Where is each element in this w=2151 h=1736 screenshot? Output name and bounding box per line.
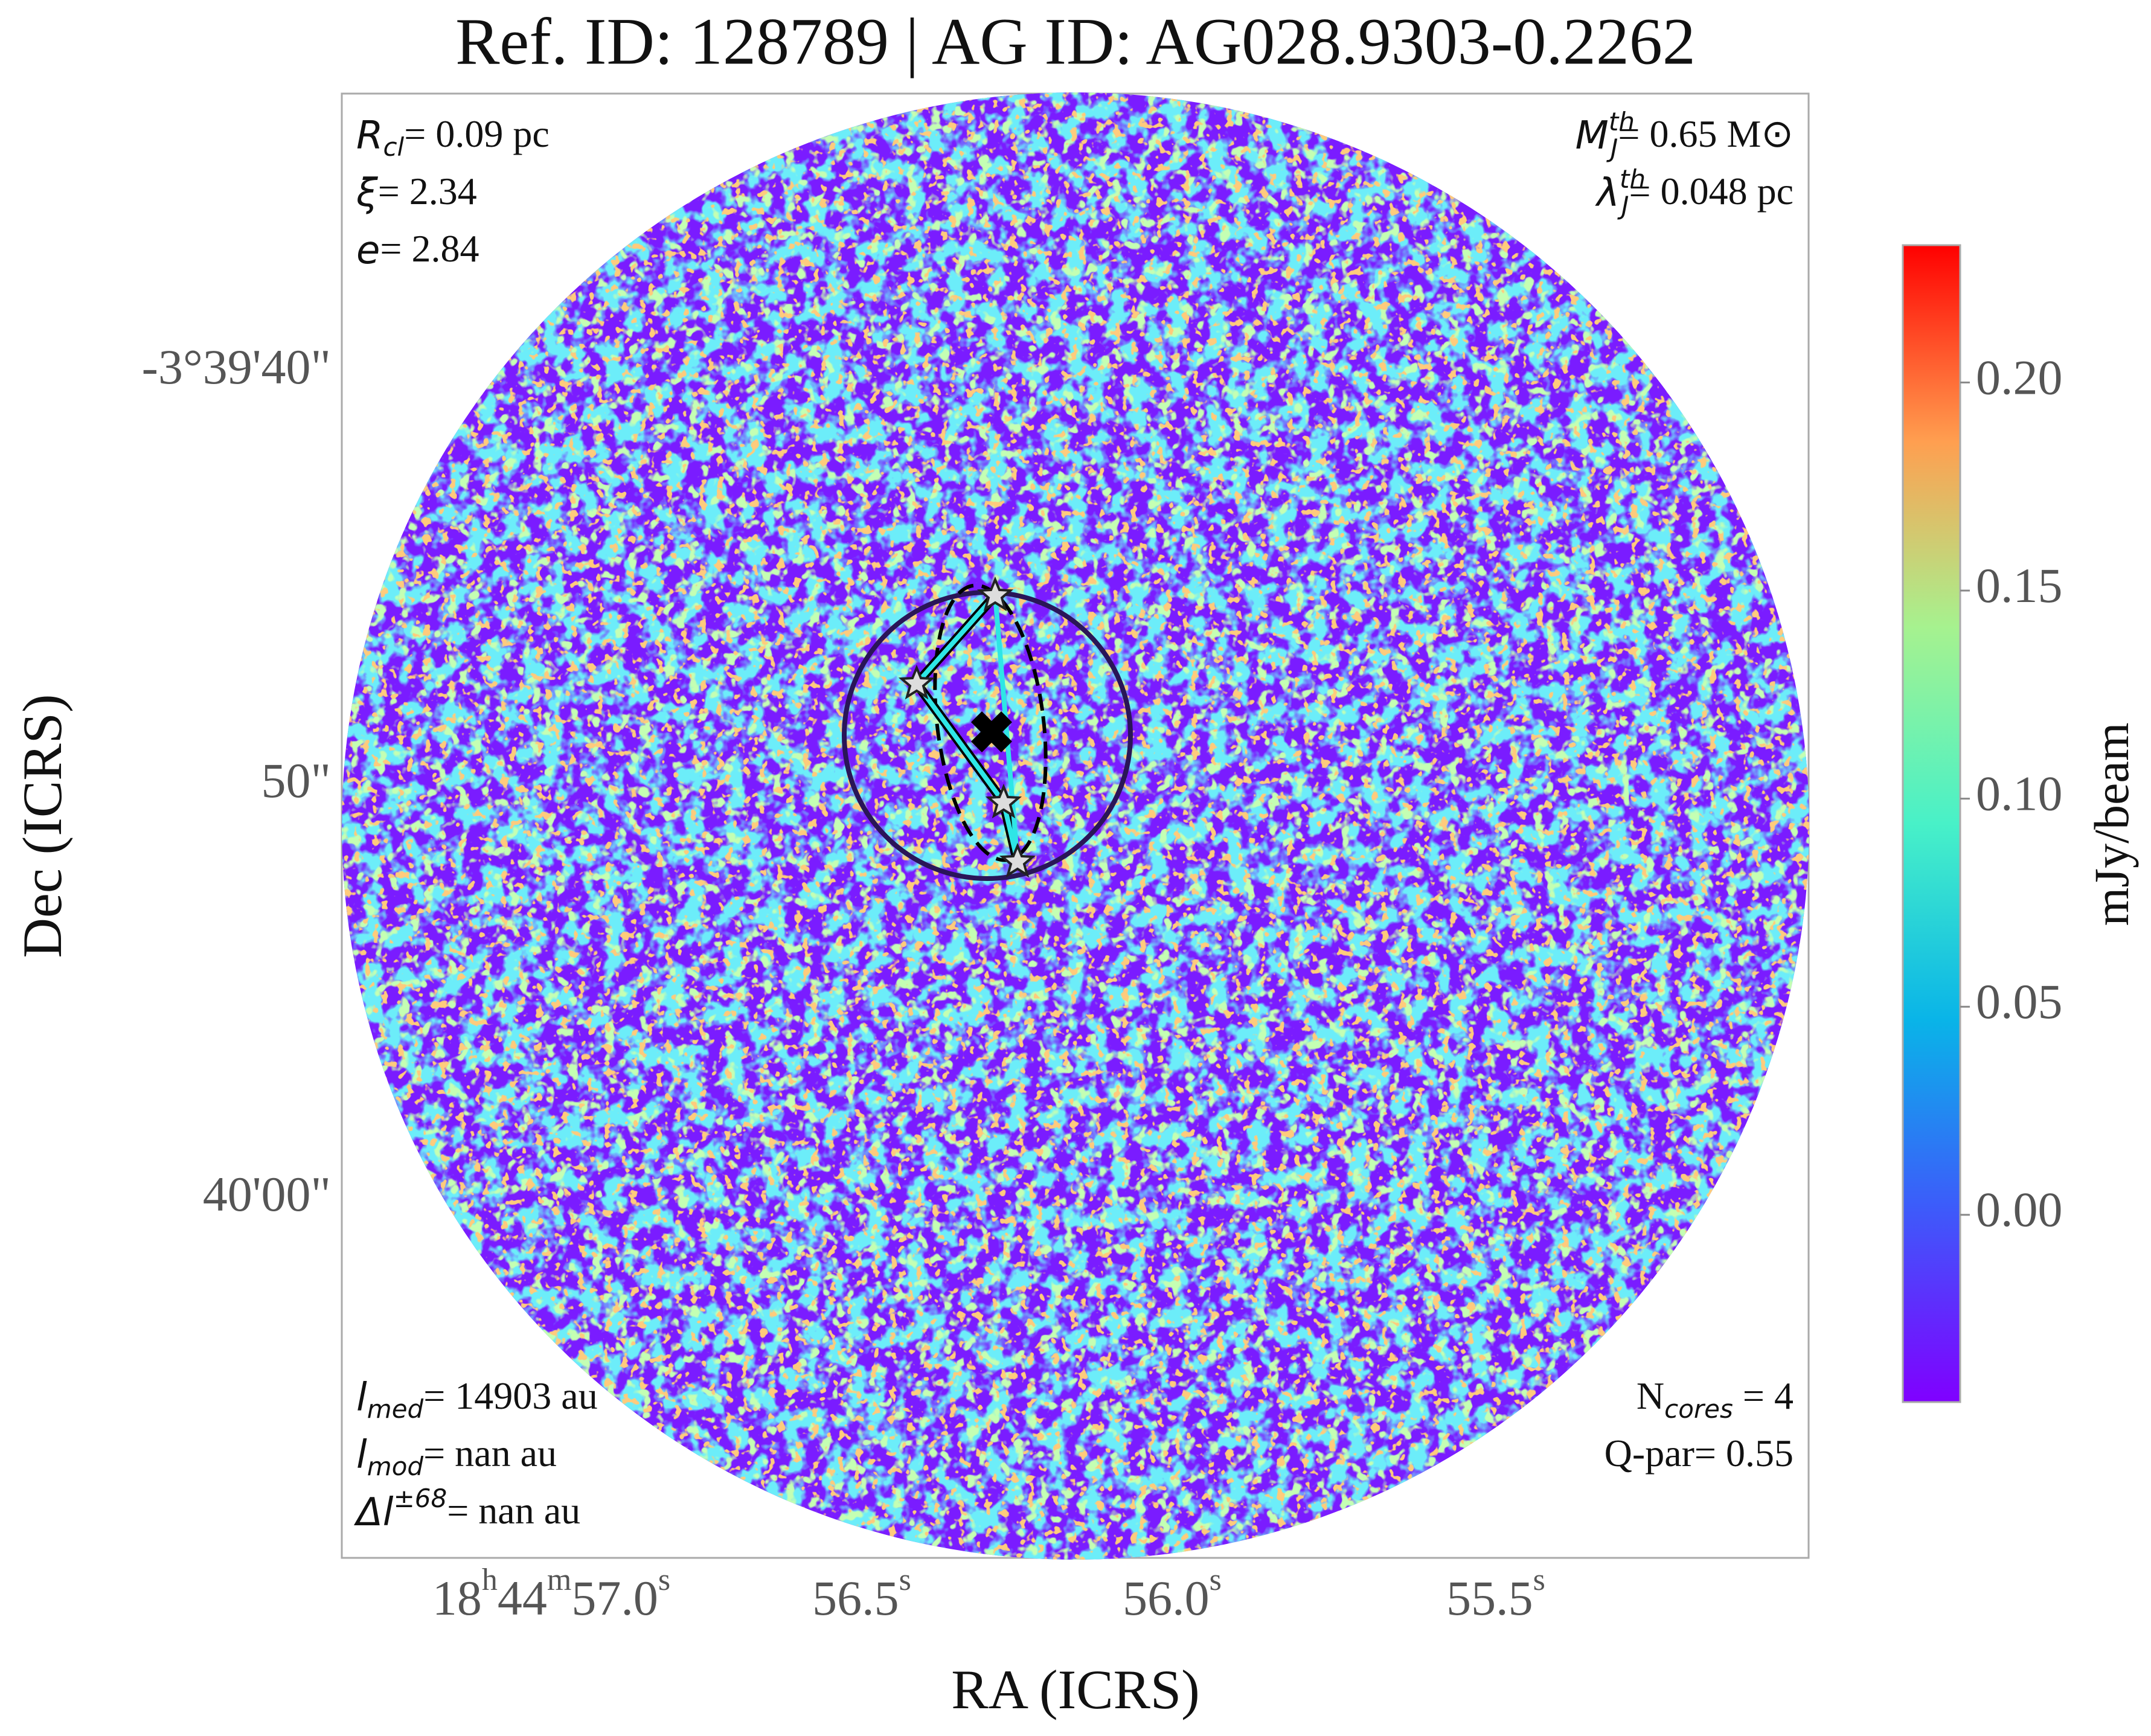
annotation: Q-par= 0.55 <box>1604 1432 1794 1475</box>
x-tick-unit: s <box>658 1563 670 1597</box>
annotation-sub: cores <box>1664 1394 1733 1424</box>
annotation-sup: th <box>1620 164 1646 194</box>
core-star <box>898 664 935 700</box>
colorbar-label: mJy/beam <box>2084 722 2139 926</box>
annotation-symbol: M <box>1576 114 1609 158</box>
annotation: lmed= 14903 au <box>356 1374 598 1424</box>
annotation-text: = nan au <box>423 1432 557 1475</box>
x-tick-label: 56.5s <box>812 1563 911 1625</box>
y-tick-label: 50" <box>261 753 331 808</box>
core-star <box>985 783 1022 819</box>
annotation-sub: mod <box>367 1452 424 1481</box>
annotation-text: = 0.55 <box>1694 1432 1794 1475</box>
x-tick-label: 56.0s <box>1123 1563 1222 1625</box>
x-tick-unit: s <box>1210 1563 1222 1597</box>
colorbar-tick-label: 0.20 <box>1976 350 2063 405</box>
annotation-symbol: e <box>356 228 380 273</box>
colorbar-tick-label: 0.10 <box>1976 766 2063 821</box>
annotation-text: = 2.84 <box>380 227 479 270</box>
x-tick-number: 56.5 <box>812 1571 899 1625</box>
x-tick-label: 18h44m57.0s <box>432 1563 670 1625</box>
annotation-symbol: λ <box>1595 171 1620 216</box>
x-tick-number: 55.5 <box>1446 1571 1533 1625</box>
colorbar-tick-label: 0.05 <box>1976 974 2063 1029</box>
intensity-map <box>342 92 1809 1560</box>
x-axis-label: RA (ICRS) <box>951 1659 1200 1720</box>
annotation-symbol: Δl <box>353 1490 394 1535</box>
annotation-text: = 0.048 pc <box>1629 170 1794 213</box>
annotation-sup: th <box>1609 107 1635 136</box>
y-axis-label: Dec (ICRS) <box>11 694 73 958</box>
annotation-text: = nan au <box>447 1489 580 1532</box>
y-tick-label: -3°39'40" <box>142 339 331 394</box>
annotation-symbol: Q-par <box>1604 1432 1694 1475</box>
annotation-symbol: R <box>356 114 383 158</box>
annotation-text: = 14903 au <box>423 1374 598 1417</box>
annotation-sup: ±68 <box>394 1484 447 1513</box>
core-star <box>999 842 1036 878</box>
annotation: λth J= 0.048 pc <box>1595 164 1794 220</box>
centroid-cross <box>971 711 1012 752</box>
colorbar <box>1902 244 1961 1403</box>
x-tick-unit: s <box>899 1563 911 1597</box>
x-tick-unit: h <box>482 1563 498 1597</box>
x-tick-number: 44 <box>498 1571 547 1625</box>
annotation: ξ= 2.34 <box>356 170 477 216</box>
x-tick-number: 57.0 <box>571 1571 658 1625</box>
colorbar-tick-label: 0.00 <box>1976 1182 2063 1237</box>
annotation: Ncores = 4 <box>1636 1374 1794 1424</box>
annotation-text: = 0.09 pc <box>404 112 550 155</box>
y-tick-label: 40'00" <box>203 1167 331 1222</box>
mst-edges <box>913 594 1020 862</box>
annotation-symbol: l <box>356 1433 367 1478</box>
x-tick-unit: m <box>547 1563 571 1597</box>
annotation: Mth J= 0.65 M⊙ <box>1576 107 1794 163</box>
colorbar-tick-label: 0.15 <box>1976 558 2063 613</box>
annotation: lmod= nan au <box>356 1432 557 1481</box>
x-tick-number: 56.0 <box>1123 1571 1210 1625</box>
annotation-sub: cl <box>383 132 404 162</box>
annotation-text: = 2.34 <box>378 170 477 213</box>
annotation-symbol: ξ <box>356 171 379 216</box>
annotation: Rcl= 0.09 pc <box>356 112 550 162</box>
annotation-text: = 0.65 M⊙ <box>1618 112 1794 155</box>
annotation-text: = 4 <box>1733 1374 1794 1417</box>
overlay <box>842 576 1133 881</box>
annotation-symbol: l <box>356 1376 367 1420</box>
annotation-symbol: N <box>1636 1374 1664 1417</box>
core-star <box>976 576 1014 612</box>
title: Ref. ID: 128789 | AG ID: AG028.9303-0.22… <box>455 4 1696 78</box>
x-tick-number: 18 <box>432 1571 482 1625</box>
x-tick-unit: s <box>1533 1563 1545 1597</box>
annotation: e= 2.84 <box>356 227 479 273</box>
annotation: Δl±68= nan au <box>353 1484 580 1535</box>
x-tick-label: 55.5s <box>1446 1563 1545 1625</box>
annotation-sub: med <box>367 1394 424 1424</box>
